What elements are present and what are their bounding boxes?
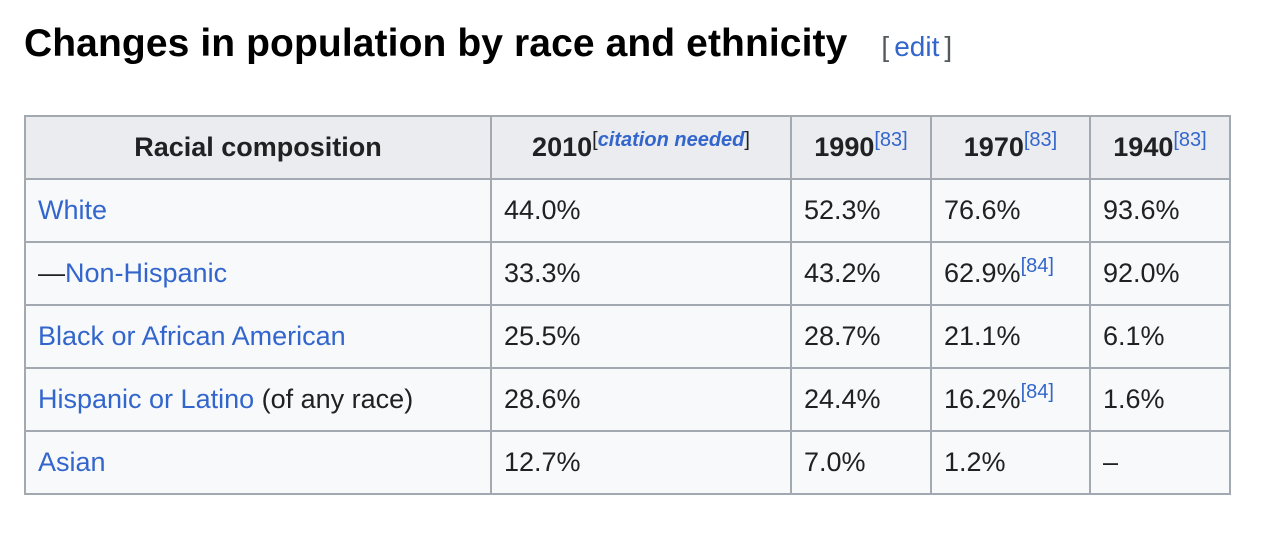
value-cell: 24.4% bbox=[790, 367, 932, 432]
row-label-cell: Hispanic or Latino (of any race) bbox=[24, 367, 492, 432]
race-link-black[interactable]: Black or African American bbox=[38, 321, 346, 351]
race-link-asian[interactable]: Asian bbox=[38, 447, 106, 477]
header-label: 1990 bbox=[814, 132, 875, 162]
value-cell: 7.0% bbox=[790, 430, 932, 495]
value-cell: 92.0% bbox=[1089, 241, 1231, 306]
value-cell: 43.2% bbox=[790, 241, 932, 306]
value-cell: 28.7% bbox=[790, 304, 932, 369]
header-label: Racial composition bbox=[134, 132, 382, 162]
table-row: Asian 12.7% 7.0% 1.2% – bbox=[24, 430, 1231, 495]
value-cell: 6.1% bbox=[1089, 304, 1231, 369]
header-2010: 2010[citation needed] bbox=[490, 115, 792, 180]
dash-prefix: — bbox=[38, 258, 65, 288]
section-title: Changes in population by race and ethnic… bbox=[24, 22, 848, 65]
value-cell: 1.6% bbox=[1089, 367, 1231, 432]
citation-bracket-close: ] bbox=[744, 129, 750, 151]
value-cell: 76.6% bbox=[930, 178, 1091, 243]
header-label: 1970 bbox=[963, 132, 1024, 162]
race-link-non-hispanic[interactable]: Non-Hispanic bbox=[65, 258, 228, 288]
table-row: —Non-Hispanic 33.3% 43.2% 62.9%[84] 92.0… bbox=[24, 241, 1231, 306]
row-label-cell: —Non-Hispanic bbox=[24, 241, 492, 306]
edit-bracket-open: [ bbox=[881, 31, 890, 62]
row-label-cell: White bbox=[24, 178, 492, 243]
citation-needed-note: [citation needed] bbox=[592, 129, 750, 151]
value-cell: 16.2%[84] bbox=[930, 367, 1091, 432]
row-label-suffix: (of any race) bbox=[254, 384, 414, 414]
value-cell: 12.7% bbox=[490, 430, 792, 495]
reference-link[interactable]: [84] bbox=[1020, 255, 1054, 277]
header-racial-composition: Racial composition bbox=[24, 115, 492, 180]
value-cell: 1.2% bbox=[930, 430, 1091, 495]
section-heading: Changes in population by race and ethnic… bbox=[24, 22, 952, 66]
row-label-cell: Asian bbox=[24, 430, 492, 495]
value-cell: 21.1% bbox=[930, 304, 1091, 369]
edit-section: [edit] bbox=[881, 31, 952, 63]
value-cell: 28.6% bbox=[490, 367, 792, 432]
value-cell: 93.6% bbox=[1089, 178, 1231, 243]
header-label: 2010 bbox=[532, 132, 593, 162]
reference-link[interactable]: [83] bbox=[1173, 129, 1207, 151]
value-cell: 25.5% bbox=[490, 304, 792, 369]
race-link-white[interactable]: White bbox=[38, 195, 108, 225]
value-cell: – bbox=[1089, 430, 1231, 495]
value-cell: 52.3% bbox=[790, 178, 932, 243]
header-label: 1940 bbox=[1113, 132, 1174, 162]
value-text: 62.9% bbox=[944, 258, 1021, 288]
edit-link[interactable]: edit bbox=[894, 31, 940, 62]
row-label-cell: Black or African American bbox=[24, 304, 492, 369]
edit-bracket-close: ] bbox=[944, 31, 953, 62]
value-text: 16.2% bbox=[944, 384, 1021, 414]
header-1990: 1990[83] bbox=[790, 115, 932, 180]
reference-link[interactable]: [84] bbox=[1020, 381, 1054, 403]
value-cell: 44.0% bbox=[490, 178, 792, 243]
header-1970: 1970[83] bbox=[930, 115, 1091, 180]
table-header-row: Racial composition 2010[citation needed]… bbox=[24, 115, 1231, 180]
citation-needed-link[interactable]: citation needed bbox=[597, 129, 745, 151]
race-link-hispanic[interactable]: Hispanic or Latino bbox=[38, 384, 255, 414]
reference-link[interactable]: [83] bbox=[874, 129, 908, 151]
value-cell: 33.3% bbox=[490, 241, 792, 306]
table-row: White 44.0% 52.3% 76.6% 93.6% bbox=[24, 178, 1231, 243]
reference-link[interactable]: [83] bbox=[1023, 129, 1058, 151]
value-cell: 62.9%[84] bbox=[930, 241, 1091, 306]
header-1940: 1940[83] bbox=[1089, 115, 1231, 180]
table-row: Black or African American 25.5% 28.7% 21… bbox=[24, 304, 1231, 369]
citation-bracket-open: [ bbox=[592, 129, 598, 151]
race-ethnicity-table: Racial composition 2010[citation needed]… bbox=[24, 115, 1231, 495]
table-row: Hispanic or Latino (of any race) 28.6% 2… bbox=[24, 367, 1231, 432]
